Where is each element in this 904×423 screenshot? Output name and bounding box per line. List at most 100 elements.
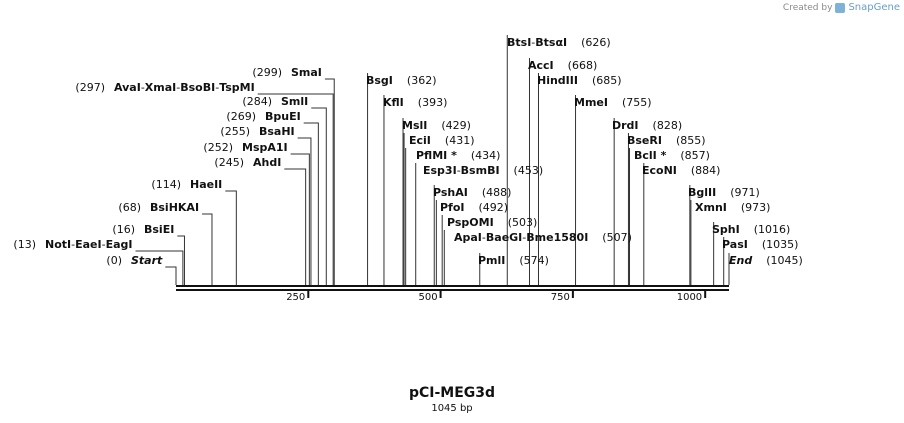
site-position: (1016) [754,223,791,236]
feature-ecii[interactable]: EciI (431) [409,134,475,147]
site-position: (453) [514,164,544,177]
axis-tick-label: 1000 [677,292,702,303]
feature-pspomi[interactable]: PspOMI (503) [447,216,537,229]
enzyme-name: NotI [45,238,71,251]
backbone-strand-bottom [176,289,729,291]
enzyme-name: BtsαI [535,36,567,49]
feature-end[interactable]: End (1045) [729,254,803,267]
site-position: (255) [220,125,250,138]
feature-ahdi[interactable]: AhdI (245) [214,156,281,169]
site-position: (507) [602,231,632,244]
lead-line-bpuei [303,122,319,285]
name-separator: - [482,231,486,244]
feature-acci[interactable]: AccI (668) [528,59,597,72]
lead-line-mspa1i [290,153,310,285]
name-separator: - [102,238,106,251]
site-position: (245) [214,156,244,169]
feature-smai[interactable]: SmaI (299) [252,66,322,79]
enzyme-name: BsaHI [259,125,295,138]
dna-backbone [176,285,729,291]
enzyme-name: ApaI [454,231,482,244]
name-separator: - [522,231,526,244]
feature-noti[interactable]: NotI - EaeI - EagI (13) [13,238,132,251]
enzyme-name: EciI [409,134,431,147]
feature-bcli[interactable]: BclI * (857) [634,149,710,162]
feature-pmli[interactable]: PmlI (574) [478,254,549,267]
feature-mmei[interactable]: MmeI (755) [574,96,652,109]
feature-drdi[interactable]: DrdI (828) [612,119,682,132]
map-length: 1045 bp [431,403,472,414]
feature-xmni[interactable]: XmnI (973) [695,201,770,214]
site-position: (503) [508,216,538,229]
feature-mspa1i[interactable]: MspA1I (252) [203,141,287,154]
snapgene-brand-name: SnapGene [848,2,900,13]
feature-bsiei[interactable]: BsiEI (16) [112,223,174,236]
feature-hindiii[interactable]: HindIII (685) [537,74,622,87]
feature-msli[interactable]: MslI (429) [402,119,471,132]
site-position: (434) [471,149,501,162]
feature-bseri[interactable]: BseRI (855) [627,134,706,147]
feature-apai[interactable]: ApaI - BaeGI - Bme1580I (507) [454,231,632,244]
feature-start[interactable]: Start (0) [106,254,163,267]
feature-esp3i[interactable]: Esp3I - BsmBI (453) [423,164,543,177]
site-position: (685) [592,74,622,87]
lead-line-smli [311,107,327,285]
enzyme-name: Start [131,254,163,267]
name-separator: - [531,36,535,49]
enzyme-name: MmeI [574,96,608,109]
enzyme-name: BseRI [627,134,662,147]
feature-labels: Start(0)NotI - EaeI - EagI(13)BsiEI(16)B… [13,36,802,267]
axis-tick-label: 500 [418,292,437,303]
enzyme-name: BclI * [634,149,667,162]
feature-pasi[interactable]: PasI (1035) [722,238,798,251]
site-position: (488) [482,186,512,199]
enzyme-name: PmlI [478,254,505,267]
feature-bglii[interactable]: BglII (971) [688,186,760,199]
site-position: (284) [242,95,272,108]
lead-line-bsiei [177,235,185,285]
site-position: (755) [622,96,652,109]
lead-line-bsahi [297,137,312,285]
site-position: (299) [252,66,282,79]
site-position: (1035) [762,238,799,251]
enzyme-name: AvaI [114,81,141,94]
feature-pflmi[interactable]: PflMI * (434) [416,149,500,162]
name-separator: - [457,164,461,177]
feature-btsi[interactable]: BtsI - BtsαI (626) [507,36,611,49]
feature-bpuei[interactable]: BpuEI (269) [226,110,300,123]
enzyme-name: PasI [722,238,748,251]
feature-haeii[interactable]: HaeII (114) [151,178,222,191]
feature-bsahi[interactable]: BsaHI (255) [220,125,294,138]
feature-econi[interactable]: EcoNI (884) [642,164,720,177]
name-separator: - [176,81,180,94]
feature-kfli[interactable]: KflI (393) [383,96,447,109]
feature-pshai[interactable]: PshAI (488) [433,186,511,199]
enzyme-name: Esp3I [423,164,457,177]
lead-line-avai [257,93,334,285]
enzyme-name: BtsI [507,36,531,49]
enzyme-name: XmaI [145,81,176,94]
lead-line-noti [135,250,184,285]
site-position: (855) [676,134,706,147]
lead-line-haeii [225,190,237,285]
enzyme-name: EcoNI [642,164,677,177]
site-position: (297) [75,81,105,94]
site-position: (362) [407,74,437,87]
axis-tick-label: 250 [286,292,305,303]
feature-avai[interactable]: AvaI - XmaI - BsoBI - TspMI (297) [75,81,254,94]
enzyme-name: DrdI [612,119,639,132]
feature-sphi[interactable]: SphI (1016) [712,223,790,236]
feature-bsgi[interactable]: BsgI (362) [366,74,437,87]
feature-pfoi[interactable]: PfoI (492) [440,201,508,214]
created-by-text: Created by [782,2,833,13]
feature-bsihkai[interactable]: BsiHKAI (68) [118,201,199,214]
enzyme-name: TspMI [219,81,255,94]
feature-smli[interactable]: SmlI (284) [242,95,308,108]
enzyme-name: PspOMI [447,216,494,229]
site-position: (857) [680,149,710,162]
site-position: (13) [13,238,36,251]
site-position: (252) [203,141,233,154]
backbone-strand-top [176,285,729,287]
enzyme-name: BsiEI [144,223,174,236]
